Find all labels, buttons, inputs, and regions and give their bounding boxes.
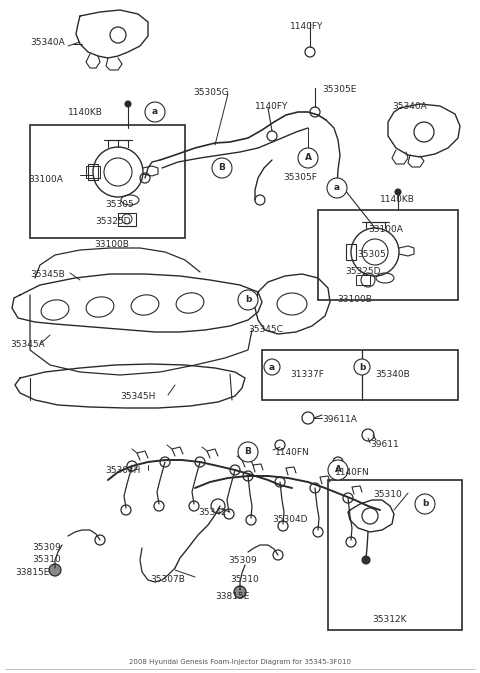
Text: a: a <box>334 184 340 192</box>
Text: 2008 Hyundai Genesis Foam-Injector Diagram for 35345-3F010: 2008 Hyundai Genesis Foam-Injector Diagr… <box>129 659 351 665</box>
Circle shape <box>328 460 348 480</box>
Text: 39611A: 39611A <box>322 415 357 424</box>
Text: 35340B: 35340B <box>375 370 410 379</box>
Text: 35309: 35309 <box>228 556 257 565</box>
Circle shape <box>354 359 370 375</box>
Text: 35340A: 35340A <box>392 102 427 111</box>
Circle shape <box>327 178 347 198</box>
Text: 33815E: 33815E <box>15 568 49 577</box>
Circle shape <box>212 158 232 178</box>
Text: 35305: 35305 <box>105 200 134 209</box>
Text: 1140KB: 1140KB <box>68 108 103 117</box>
Text: 35310: 35310 <box>373 490 402 499</box>
Circle shape <box>125 101 131 107</box>
Bar <box>30 125 185 238</box>
Circle shape <box>362 556 370 564</box>
Text: 33100B: 33100B <box>337 295 372 304</box>
Text: 39611: 39611 <box>370 440 399 449</box>
Circle shape <box>238 290 258 310</box>
Text: a: a <box>269 363 275 371</box>
Text: 35342: 35342 <box>198 508 227 517</box>
Text: 35304D: 35304D <box>272 515 308 524</box>
Circle shape <box>49 564 61 576</box>
Text: 35345B: 35345B <box>30 270 65 279</box>
Text: 33815E: 33815E <box>215 592 250 601</box>
Text: 35305: 35305 <box>357 250 386 259</box>
Text: 35345A: 35345A <box>10 340 45 349</box>
Circle shape <box>298 148 318 168</box>
Text: 1140FN: 1140FN <box>335 468 370 477</box>
Bar <box>328 480 462 630</box>
Bar <box>318 210 458 300</box>
Bar <box>346 244 356 260</box>
Text: 35304H: 35304H <box>105 466 140 475</box>
Text: 35312K: 35312K <box>373 615 407 624</box>
Circle shape <box>234 586 246 598</box>
Text: A: A <box>335 466 341 474</box>
Text: 35305F: 35305F <box>283 173 317 182</box>
Text: 35340A: 35340A <box>30 38 65 47</box>
Circle shape <box>145 102 165 122</box>
Circle shape <box>264 359 280 375</box>
Text: 33100B: 33100B <box>95 240 130 249</box>
Text: B: B <box>218 164 226 172</box>
Circle shape <box>415 494 435 514</box>
Text: 31337F: 31337F <box>290 370 324 379</box>
Text: 35307B: 35307B <box>150 575 185 584</box>
Bar <box>118 213 136 226</box>
Text: 35309: 35309 <box>32 543 61 552</box>
Text: 35325D: 35325D <box>95 217 131 226</box>
Bar <box>86 166 100 178</box>
Text: b: b <box>359 363 365 371</box>
Text: 1140FY: 1140FY <box>255 102 288 111</box>
Circle shape <box>395 189 401 195</box>
Text: 1140FY: 1140FY <box>290 22 324 31</box>
Bar <box>262 350 458 400</box>
Text: b: b <box>245 295 251 304</box>
Text: 33100A: 33100A <box>368 225 403 234</box>
Text: 35310: 35310 <box>230 575 259 584</box>
Text: B: B <box>245 448 252 456</box>
Text: a: a <box>152 108 158 116</box>
Text: A: A <box>304 153 312 162</box>
Text: 35305E: 35305E <box>322 85 356 94</box>
Bar <box>88 164 98 180</box>
Text: 1140FN: 1140FN <box>275 448 310 457</box>
Bar <box>356 275 370 285</box>
Text: 1140KB: 1140KB <box>380 195 415 204</box>
Text: b: b <box>422 499 428 509</box>
Text: 35305G: 35305G <box>193 88 229 97</box>
Text: 35310: 35310 <box>32 555 61 564</box>
Text: 35345H: 35345H <box>120 392 156 401</box>
Circle shape <box>238 442 258 462</box>
Text: 35325D: 35325D <box>345 267 381 276</box>
Text: 33100A: 33100A <box>28 175 63 184</box>
Text: 35345C: 35345C <box>248 325 283 334</box>
